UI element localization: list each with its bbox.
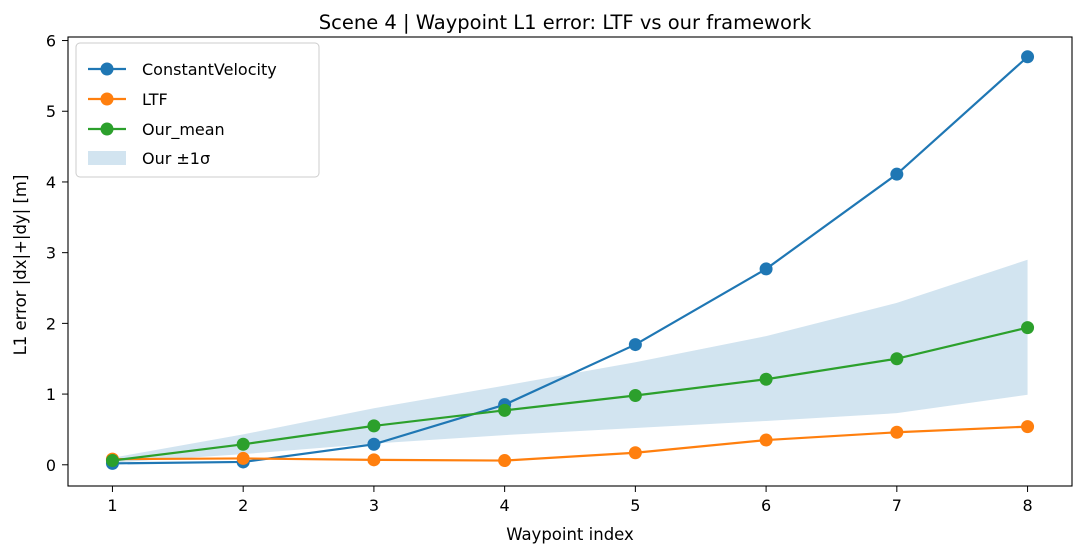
data-point	[759, 262, 773, 276]
data-point	[498, 403, 512, 417]
chart-title: Scene 4 | Waypoint L1 error: LTF vs our …	[319, 11, 812, 34]
legend-item-band: Our ±1σ	[88, 149, 210, 168]
data-point	[759, 433, 773, 447]
legend-swatch	[88, 151, 126, 165]
x-tick-label: 7	[892, 496, 902, 515]
x-tick-label: 1	[107, 496, 117, 515]
plot-frame	[67, 36, 1073, 487]
data-point	[1021, 50, 1035, 64]
series-line	[112, 326, 1028, 462]
y-tick-label: 1	[46, 385, 56, 404]
data-point	[236, 437, 250, 451]
sigma-band	[112, 259, 1028, 463]
y-axis-title: L1 error |dx|+|dy| [m]	[11, 175, 30, 356]
legend-item-ltf: LTF	[88, 90, 168, 109]
x-tick-label: 5	[630, 496, 640, 515]
series-our-mean	[105, 321, 1035, 468]
data-point	[628, 388, 642, 402]
data-point	[890, 352, 904, 366]
series-line	[112, 425, 1028, 462]
x-tick-label: 3	[369, 496, 379, 515]
x-tick-label: 8	[1022, 496, 1032, 515]
legend-label: LTF	[142, 90, 168, 109]
data-point	[236, 451, 250, 465]
legend-marker	[100, 122, 114, 136]
legend-marker	[100, 92, 114, 106]
plot-area: 1 2 3 4 5 6 7 8 0 1 2 3 4 5 6	[46, 32, 1073, 515]
x-axis-title: Waypoint index	[506, 525, 634, 544]
data-point	[890, 425, 904, 439]
legend-label: Our ±1σ	[142, 149, 210, 168]
data-point	[1021, 321, 1035, 335]
data-point	[105, 454, 119, 468]
data-point	[628, 338, 642, 352]
y-tick-label: 6	[46, 32, 56, 51]
legend-item-constantvelocity: ConstantVelocity	[88, 60, 277, 79]
data-point	[1021, 420, 1035, 434]
x-tick-label: 6	[761, 496, 771, 515]
data-point	[628, 446, 642, 460]
legend-label: Our_mean	[142, 120, 225, 140]
data-point	[367, 453, 381, 467]
series-ltf	[105, 420, 1035, 468]
y-tick-label: 2	[46, 314, 56, 333]
y-tick-label: 0	[46, 456, 56, 475]
legend-box	[75, 42, 320, 178]
data-point	[890, 167, 904, 181]
legend-item-our-mean: Our_mean	[88, 120, 225, 140]
y-tick-label: 5	[46, 102, 56, 121]
x-tick-label: 4	[500, 496, 510, 515]
x-tick-label: 2	[238, 496, 248, 515]
legend-label: ConstantVelocity	[142, 60, 277, 79]
data-point	[759, 372, 773, 386]
data-point	[367, 437, 381, 451]
legend-marker	[100, 62, 114, 76]
y-tick-label: 4	[46, 173, 56, 192]
data-point	[367, 419, 381, 433]
legend: ConstantVelocity LTF Our_mean Our ±1σ	[75, 42, 320, 178]
y-tick-label: 3	[46, 244, 56, 263]
data-point	[498, 454, 512, 468]
